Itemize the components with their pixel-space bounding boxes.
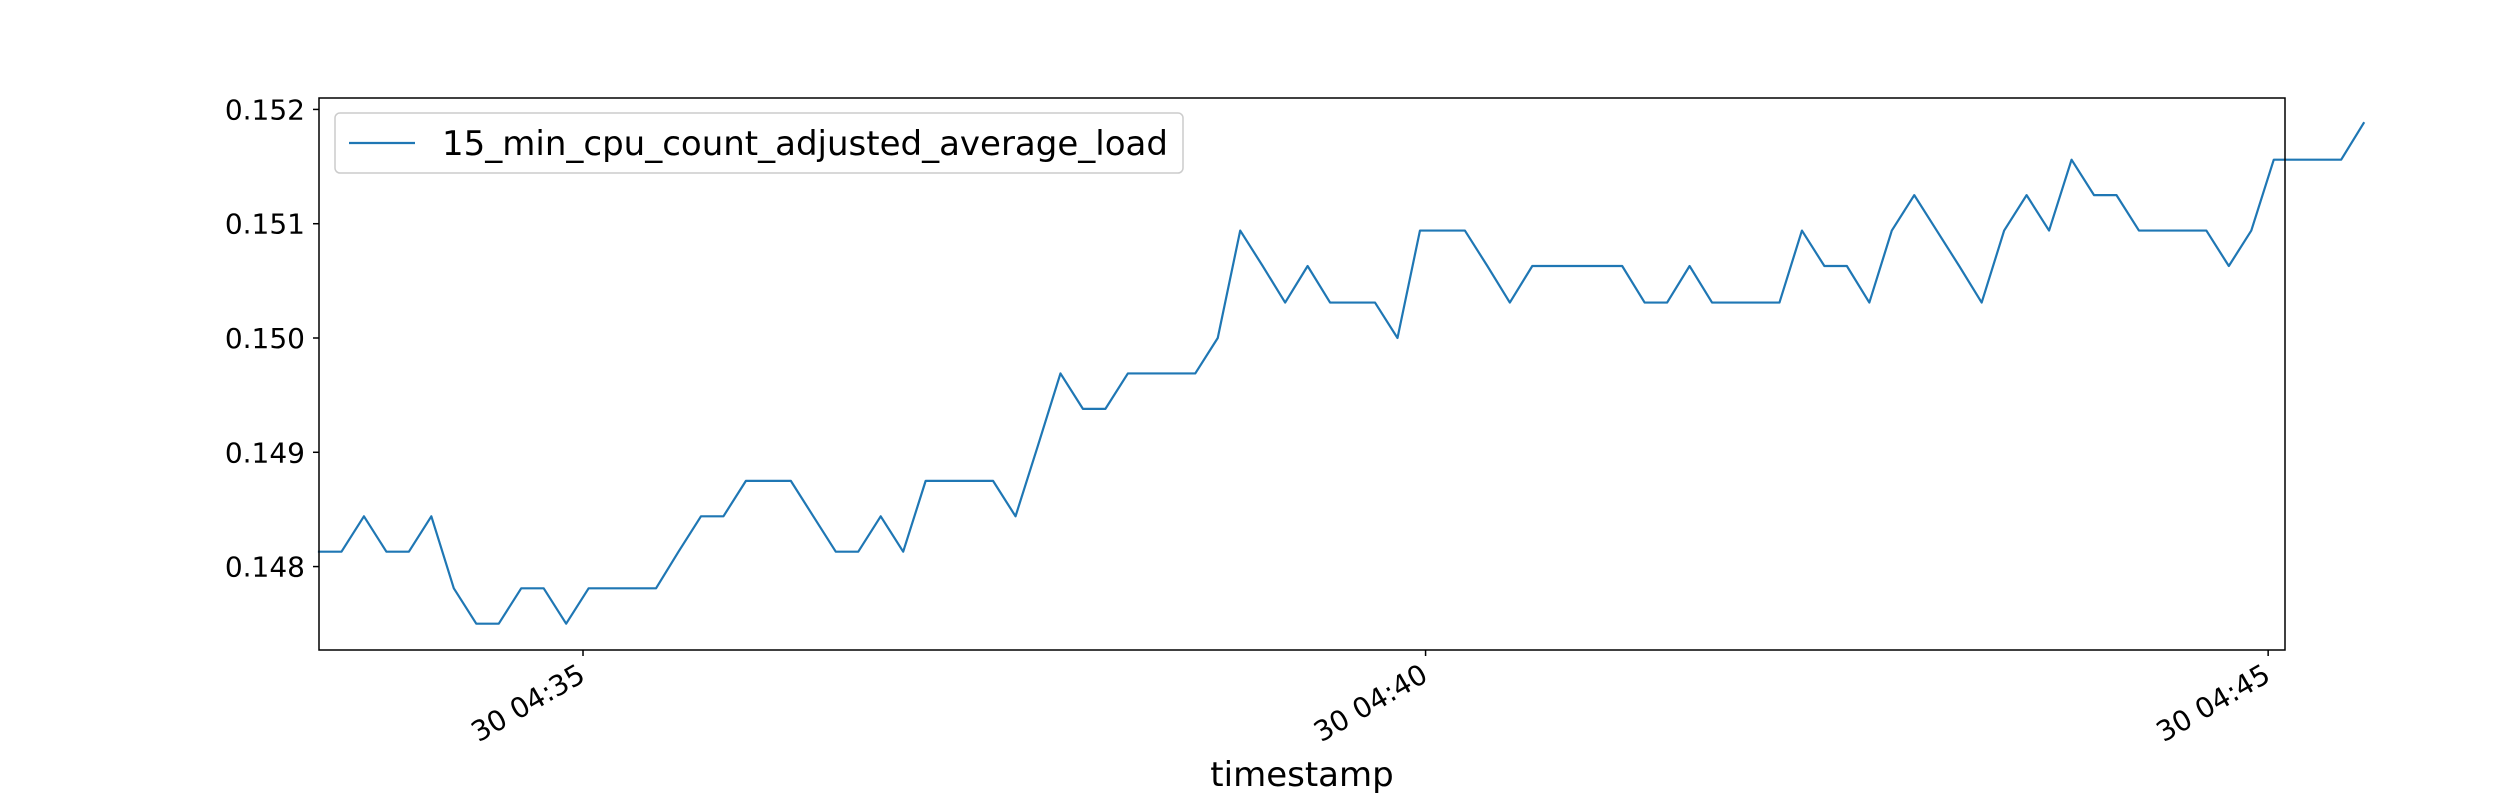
x-axis-title: timestamp <box>1210 755 1393 795</box>
series-line-0 <box>317 121 2366 625</box>
y-tick-label: 0.150 <box>225 322 305 355</box>
axes-frame <box>318 97 2286 651</box>
legend-box <box>334 112 1184 174</box>
y-axis: 0.148 0.149 0.150 0.151 0.152 <box>225 93 319 584</box>
legend: 15_min_cpu_count_adjusted_average_load <box>334 112 1184 174</box>
legend-label: 15_min_cpu_count_adjusted_average_load <box>442 124 1168 164</box>
y-tick-label: 0.148 <box>225 551 305 584</box>
y-tick-label: 0.152 <box>225 93 305 126</box>
y-tick-label: 0.149 <box>225 436 305 469</box>
y-tick-label: 0.151 <box>225 208 305 241</box>
plot-area <box>317 121 2366 625</box>
